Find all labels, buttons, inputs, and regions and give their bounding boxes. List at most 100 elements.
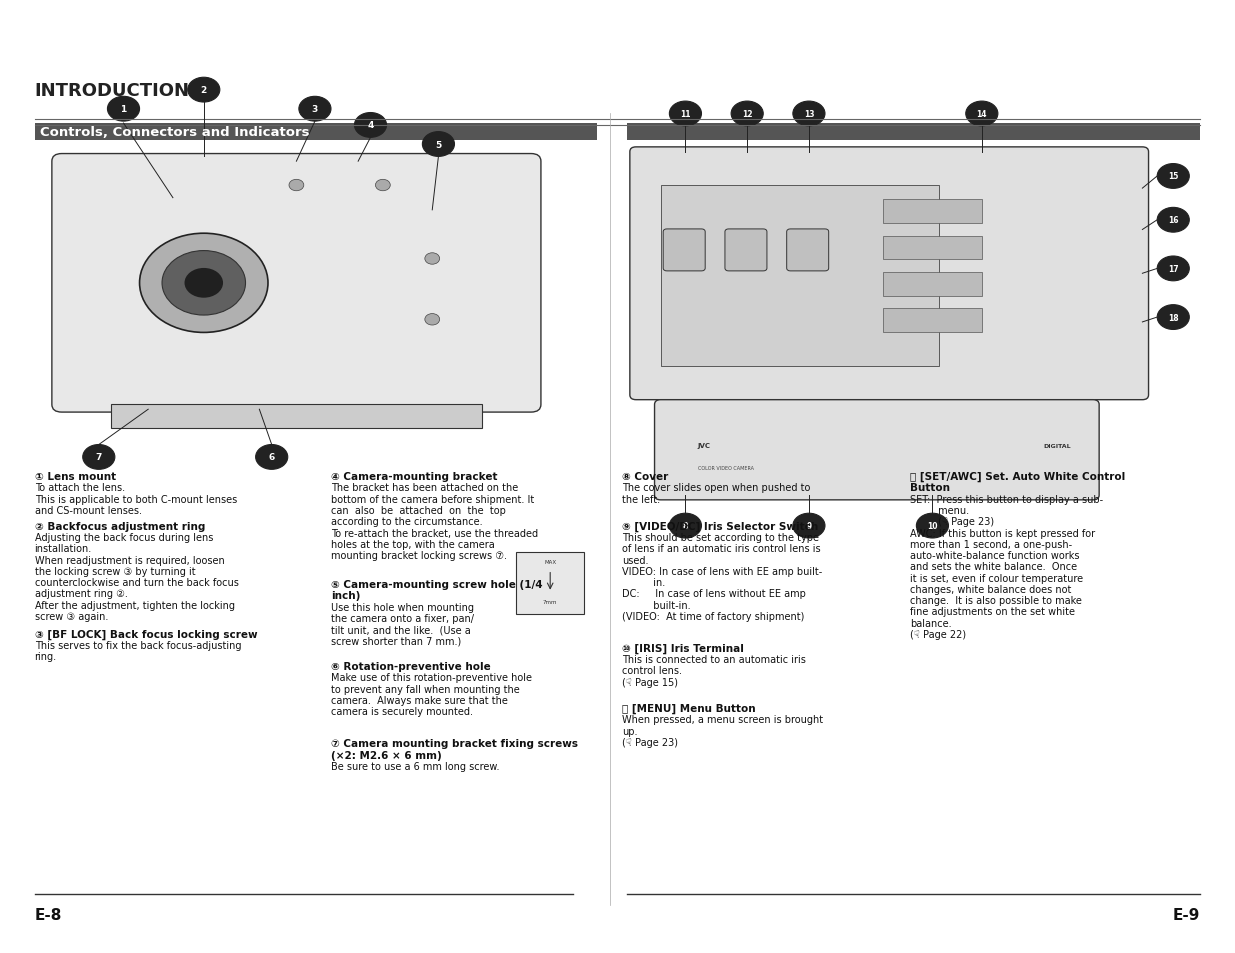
- Text: changes, white balance does not: changes, white balance does not: [910, 584, 1072, 594]
- Text: camera.  Always make sure that the: camera. Always make sure that the: [331, 695, 508, 705]
- Text: 4: 4: [367, 121, 374, 131]
- Circle shape: [83, 445, 115, 470]
- Text: ③ [BF LOCK] Back focus locking screw: ③ [BF LOCK] Back focus locking screw: [35, 629, 257, 639]
- Text: auto-white-balance function works: auto-white-balance function works: [910, 551, 1079, 560]
- Text: When pressed, a menu screen is brought: When pressed, a menu screen is brought: [622, 715, 824, 724]
- Text: 13: 13: [804, 110, 814, 119]
- Text: Controls, Connectors and Indicators: Controls, Connectors and Indicators: [40, 126, 309, 139]
- Text: This is connected to an automatic iris: This is connected to an automatic iris: [622, 655, 806, 664]
- Text: mounting bracket locking screws ⑦.: mounting bracket locking screws ⑦.: [331, 551, 508, 560]
- Circle shape: [1157, 305, 1189, 330]
- Circle shape: [107, 97, 140, 122]
- Text: 14: 14: [977, 110, 987, 119]
- Circle shape: [1157, 208, 1189, 233]
- FancyBboxPatch shape: [630, 148, 1149, 400]
- Circle shape: [966, 102, 998, 127]
- FancyBboxPatch shape: [883, 309, 982, 333]
- Text: the locking screw ③ by turning it: the locking screw ③ by turning it: [35, 566, 195, 577]
- FancyBboxPatch shape: [516, 553, 584, 615]
- Text: balance.: balance.: [910, 618, 952, 628]
- Circle shape: [375, 180, 390, 192]
- Text: (☟ Page 15): (☟ Page 15): [622, 677, 678, 687]
- Circle shape: [188, 78, 220, 103]
- Text: INTRODUCTION: INTRODUCTION: [35, 82, 190, 100]
- Circle shape: [299, 97, 331, 122]
- Circle shape: [793, 514, 825, 538]
- Text: ⑩ [IRIS] Iris Terminal: ⑩ [IRIS] Iris Terminal: [622, 643, 745, 654]
- FancyBboxPatch shape: [35, 124, 597, 141]
- Text: 17: 17: [1168, 265, 1178, 274]
- Text: VIDEO: In case of lens with EE amp built-: VIDEO: In case of lens with EE amp built…: [622, 566, 823, 577]
- Text: This is applicable to both C-mount lenses: This is applicable to both C-mount lense…: [35, 495, 237, 504]
- FancyBboxPatch shape: [52, 154, 541, 413]
- Circle shape: [256, 445, 288, 470]
- Text: ring.: ring.: [35, 652, 57, 661]
- Circle shape: [140, 234, 268, 334]
- Text: COLOR VIDEO CAMERA: COLOR VIDEO CAMERA: [698, 466, 753, 471]
- Text: built-in.: built-in.: [622, 600, 692, 610]
- Circle shape: [1157, 164, 1189, 190]
- Text: more than 1 second, a one-push-: more than 1 second, a one-push-: [910, 539, 1072, 549]
- Text: change.  It is also possible to make: change. It is also possible to make: [910, 596, 1082, 605]
- Circle shape: [669, 102, 701, 127]
- Text: To re-attach the bracket, use the threaded: To re-attach the bracket, use the thread…: [331, 528, 538, 537]
- Text: can  also  be  attached  on  the  top: can also be attached on the top: [331, 505, 506, 516]
- Text: inch): inch): [331, 591, 361, 600]
- Circle shape: [162, 252, 246, 315]
- FancyBboxPatch shape: [111, 405, 482, 429]
- Text: 15: 15: [1168, 172, 1178, 181]
- Text: ⑪ [MENU] Menu Button: ⑪ [MENU] Menu Button: [622, 703, 756, 714]
- Text: ⑨ [VIDEO/DC] Iris Selector Switch: ⑨ [VIDEO/DC] Iris Selector Switch: [622, 521, 819, 532]
- Text: menu.: menu.: [910, 505, 969, 516]
- Text: to prevent any fall when mounting the: to prevent any fall when mounting the: [331, 684, 520, 694]
- Text: (☟ Page 23): (☟ Page 23): [622, 737, 678, 747]
- FancyBboxPatch shape: [661, 186, 940, 367]
- Circle shape: [425, 253, 440, 265]
- FancyBboxPatch shape: [663, 230, 705, 272]
- Text: 3: 3: [311, 105, 319, 114]
- Text: 9: 9: [806, 521, 811, 531]
- Text: 18: 18: [1168, 314, 1178, 322]
- Text: JVC: JVC: [698, 443, 711, 449]
- Text: tilt unit, and the like.  (Use a: tilt unit, and the like. (Use a: [331, 624, 471, 635]
- Circle shape: [289, 180, 304, 192]
- Text: and CS-mount lenses.: and CS-mount lenses.: [35, 505, 142, 516]
- FancyBboxPatch shape: [627, 124, 1200, 141]
- Text: screw shorter than 7 mm.): screw shorter than 7 mm.): [331, 636, 461, 645]
- Text: ⑤ Camera-mounting screw hole (1/4: ⑤ Camera-mounting screw hole (1/4: [331, 579, 542, 589]
- Text: camera is securely mounted.: camera is securely mounted.: [331, 706, 473, 717]
- Circle shape: [354, 113, 387, 138]
- Text: counterclockwise and turn the back focus: counterclockwise and turn the back focus: [35, 578, 238, 587]
- Text: The bracket has been attached on the: The bracket has been attached on the: [331, 483, 519, 493]
- Circle shape: [669, 514, 701, 538]
- Text: ② Backfocus adjustment ring: ② Backfocus adjustment ring: [35, 521, 205, 531]
- Text: E-8: E-8: [35, 907, 62, 923]
- Text: Make use of this rotation-preventive hole: Make use of this rotation-preventive hol…: [331, 673, 532, 682]
- Circle shape: [184, 269, 224, 298]
- Text: bottom of the camera before shipment. It: bottom of the camera before shipment. It: [331, 495, 535, 504]
- Text: (VIDEO:  At time of factory shipment): (VIDEO: At time of factory shipment): [622, 611, 805, 621]
- Text: fine adjustments on the set white: fine adjustments on the set white: [910, 607, 1076, 617]
- FancyBboxPatch shape: [883, 200, 982, 224]
- Text: installation.: installation.: [35, 544, 91, 554]
- Text: used.: used.: [622, 555, 648, 565]
- Text: 7: 7: [95, 453, 103, 462]
- Text: ① Lens mount: ① Lens mount: [35, 472, 116, 481]
- Text: Adjusting the back focus during lens: Adjusting the back focus during lens: [35, 533, 212, 542]
- Text: MAX: MAX: [545, 559, 556, 564]
- Text: adjustment ring ②.: adjustment ring ②.: [35, 589, 127, 598]
- Text: holes at the top, with the camera: holes at the top, with the camera: [331, 539, 495, 549]
- Text: E-9: E-9: [1173, 907, 1200, 923]
- Text: Be sure to use a 6 mm long screw.: Be sure to use a 6 mm long screw.: [331, 761, 499, 771]
- Text: When readjustment is required, loosen: When readjustment is required, loosen: [35, 555, 225, 565]
- Circle shape: [916, 514, 948, 538]
- Text: AWC: If this button is kept pressed for: AWC: If this button is kept pressed for: [910, 528, 1095, 537]
- Text: 16: 16: [1168, 216, 1178, 225]
- Circle shape: [422, 132, 454, 157]
- Circle shape: [1157, 256, 1189, 281]
- Text: Use this hole when mounting: Use this hole when mounting: [331, 602, 474, 612]
- Text: ④ Camera-mounting bracket: ④ Camera-mounting bracket: [331, 472, 498, 481]
- FancyBboxPatch shape: [655, 400, 1099, 500]
- Text: according to the circumstance.: according to the circumstance.: [331, 517, 483, 527]
- FancyBboxPatch shape: [787, 230, 829, 272]
